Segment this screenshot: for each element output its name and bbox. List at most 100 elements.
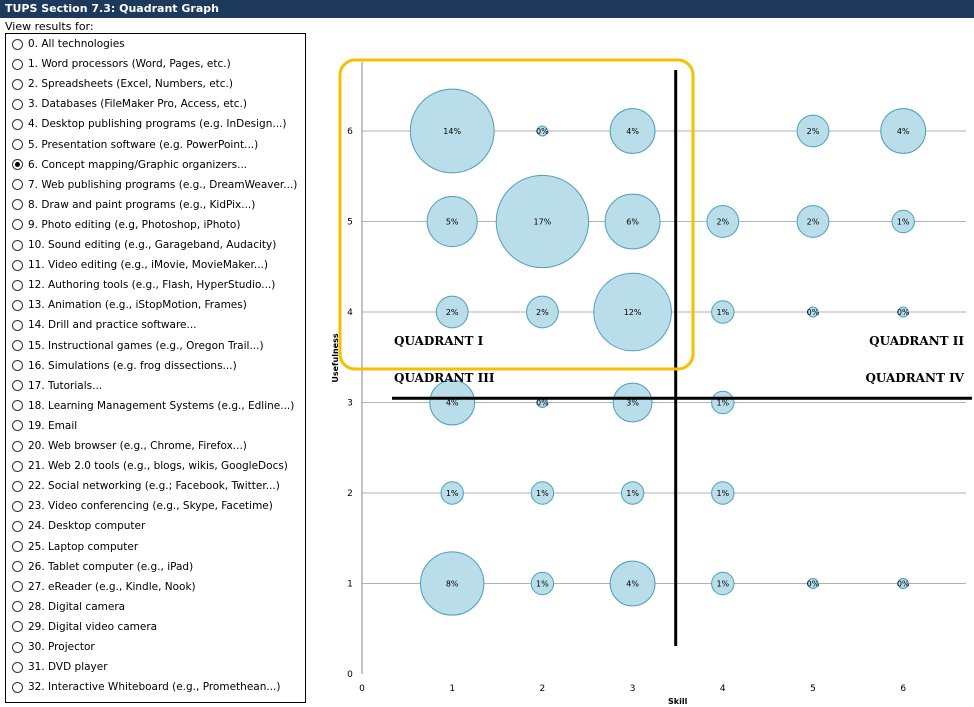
bubble-value-label: 1% [716, 580, 729, 589]
y-tick-label: 6 [347, 127, 353, 137]
technology-option-16[interactable]: 16. Simulations (e.g. frog dissections..… [12, 356, 237, 376]
radio-button[interactable] [12, 500, 23, 512]
x-tick-label: 6 [900, 684, 906, 694]
quadrant-label: QUADRANT IV [865, 371, 964, 385]
radio-button[interactable] [12, 380, 23, 392]
technology-option-31[interactable]: 31. DVD player [12, 657, 108, 677]
technology-option-28[interactable]: 28. Digital camera [12, 597, 125, 617]
radio-button[interactable] [12, 179, 23, 191]
technology-option-label: 21. Web 2.0 tools (e.g., blogs, wikis, G… [28, 460, 288, 473]
technology-option-26[interactable]: 26. Tablet computer (e.g., iPad) [12, 557, 193, 577]
technology-option-6[interactable]: 6. Concept mapping/Graphic organizers... [12, 155, 247, 175]
technology-option-27[interactable]: 27. eReader (e.g., Kindle, Nook) [12, 577, 196, 597]
radio-button[interactable] [12, 621, 23, 633]
title-bar: TUPS Section 7.3: Quadrant Graph [0, 0, 974, 18]
bubble [409, 88, 495, 174]
bubble [880, 108, 927, 154]
technology-option-label: 0. All technologies [28, 38, 125, 50]
technology-option-29[interactable]: 29. Digital video camera [12, 617, 157, 637]
y-tick-label: 4 [347, 308, 353, 318]
bubble [604, 193, 661, 250]
radio-button[interactable] [12, 541, 23, 552]
technology-option-24[interactable]: 24. Desktop computer [12, 516, 145, 536]
bubble [426, 195, 478, 248]
radio-button[interactable] [12, 58, 23, 70]
radio-button[interactable] [12, 561, 23, 573]
radio-button[interactable] [12, 480, 23, 492]
technology-option-3[interactable]: 3. Databases (FileMaker Pro, Access, etc… [12, 94, 247, 114]
technology-option-14[interactable]: 14. Drill and practice software... [12, 315, 197, 335]
radio-button[interactable] [12, 400, 23, 412]
technology-option-10[interactable]: 10. Sound editing (e.g., Garageband, Aud… [12, 235, 276, 255]
radio-button[interactable] [12, 681, 23, 693]
technology-option-23[interactable]: 23. Video conferencing (e.g., Skype, Fac… [12, 496, 273, 516]
radio-button[interactable] [12, 319, 23, 331]
technology-option-13[interactable]: 13. Animation (e.g., iStopMotion, Frames… [12, 295, 247, 315]
technology-option-19[interactable]: 19. Email [12, 416, 77, 436]
technology-option-32[interactable]: 32. Interactive Whiteboard (e.g., Promet… [12, 677, 280, 697]
bubble-value-label: 8% [446, 580, 459, 589]
bubble [897, 306, 909, 318]
technology-option-0[interactable]: 0. All technologies [12, 34, 125, 54]
bubble-value-label: 0% [807, 308, 820, 317]
radio-button[interactable] [12, 279, 23, 291]
radio-button[interactable] [12, 460, 23, 472]
bubble-value-label: 3% [626, 399, 639, 408]
technology-option-4[interactable]: 4. Desktop publishing programs (e.g. InD… [12, 114, 287, 134]
technology-option-30[interactable]: 30. Projector [12, 637, 95, 657]
bubble [897, 578, 909, 589]
radio-button[interactable] [12, 641, 23, 653]
technology-option-20[interactable]: 20. Web browser (e.g., Chrome, Firefox..… [12, 436, 247, 456]
technology-option-9[interactable]: 9. Photo editing (e.g, Photoshop, iPhoto… [12, 215, 240, 235]
bubble [706, 205, 740, 238]
technology-option-22[interactable]: 22. Social networking (e.g.; Facebook, T… [12, 476, 280, 496]
radio-button[interactable] [12, 440, 23, 452]
technology-option-7[interactable]: 7. Web publishing programs (e.g., DreamW… [12, 175, 297, 195]
technology-option-11[interactable]: 11. Video editing (e.g., iMovie, MovieMa… [12, 255, 268, 275]
radio-button[interactable] [12, 581, 23, 593]
technology-option-12[interactable]: 12. Authoring tools (e.g., Flash, HyperS… [12, 275, 275, 295]
radio-button[interactable] [12, 340, 23, 351]
technology-option-1[interactable]: 1. Word processors (Word, Pages, etc.) [12, 54, 231, 74]
technology-option-label: 31. DVD player [28, 661, 108, 674]
x-tick-label: 5 [810, 684, 816, 694]
y-tick-label: 1 [347, 580, 353, 590]
technology-option-25[interactable]: 25. Laptop computer [12, 537, 138, 557]
radio-button[interactable] [12, 139, 23, 150]
x-axis-title: Skill [668, 697, 688, 706]
bubble [435, 295, 469, 329]
bubble-value-label: 2% [446, 308, 459, 317]
technology-option-2[interactable]: 2. Spreadsheets (Excel, Numbers, etc.) [12, 74, 233, 94]
technology-option-21[interactable]: 21. Web 2.0 tools (e.g., blogs, wikis, G… [12, 456, 288, 476]
technology-option-5[interactable]: 5. Presentation software (e.g. PowerPoin… [12, 135, 258, 155]
technology-option-17[interactable]: 17. Tutorials... [12, 376, 102, 396]
radio-button[interactable] [12, 239, 23, 251]
bubble-value-label: 4% [626, 127, 639, 136]
y-tick-label: 3 [347, 399, 353, 409]
radio-button[interactable] [12, 661, 23, 673]
radio-button[interactable] [12, 520, 23, 532]
radio-button[interactable] [12, 38, 23, 50]
radio-button[interactable] [12, 199, 23, 211]
technology-option-8[interactable]: 8. Draw and paint programs (e.g., KidPix… [12, 195, 255, 215]
radio-button[interactable] [12, 98, 23, 110]
technology-option-15[interactable]: 15. Instructional games (e.g., Oregon Tr… [12, 336, 264, 356]
radio-button[interactable] [12, 259, 23, 271]
radio-button[interactable] [12, 159, 23, 171]
bubble-value-label: 4% [446, 399, 459, 408]
bubble-value-label: 0% [897, 580, 910, 589]
technology-option-18[interactable]: 18. Learning Management Systems (e.g., E… [12, 396, 294, 416]
technology-option-label: 27. eReader (e.g., Kindle, Nook) [28, 580, 196, 593]
radio-button[interactable] [12, 601, 23, 613]
bubble [609, 108, 656, 154]
radio-button[interactable] [12, 118, 23, 130]
bubble [711, 481, 735, 505]
quadrant-label: QUADRANT III [394, 371, 495, 385]
bubble [526, 295, 559, 329]
radio-button[interactable] [12, 420, 23, 432]
radio-button[interactable] [12, 78, 23, 90]
radio-button[interactable] [12, 299, 23, 311]
radio-button[interactable] [12, 360, 23, 372]
radio-button[interactable] [12, 219, 23, 231]
